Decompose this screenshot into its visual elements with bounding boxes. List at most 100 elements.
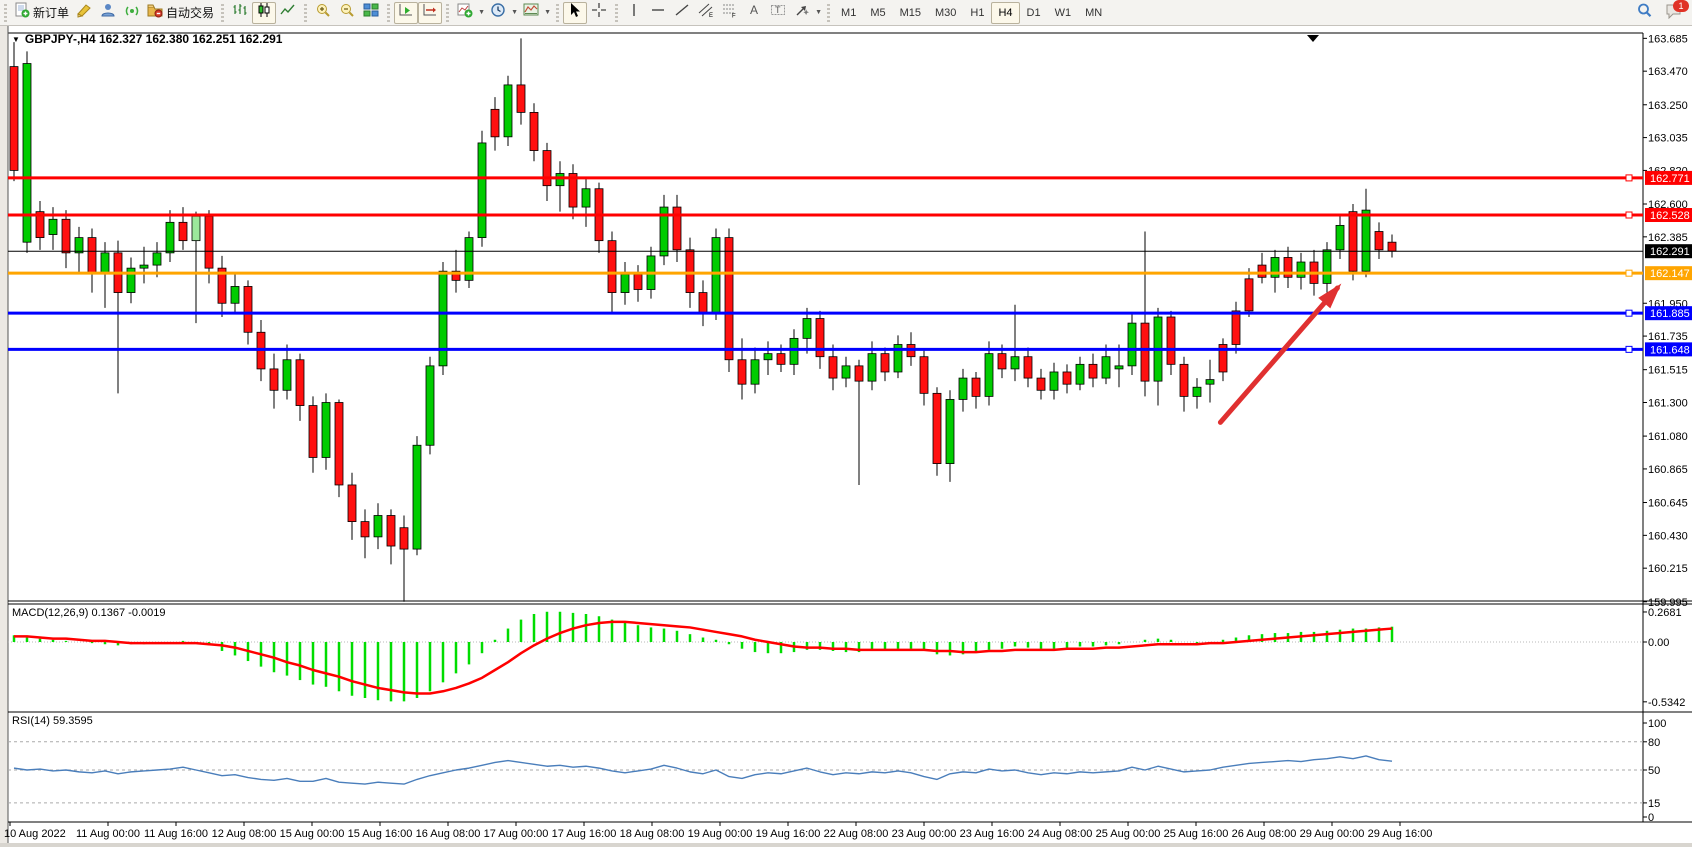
- cursor-button[interactable]: [563, 1, 588, 24]
- toolbar-grip[interactable]: [221, 3, 225, 22]
- bullish-candle-body: [425, 365, 435, 446]
- candle: [581, 176, 591, 227]
- timeframe-m1[interactable]: M1: [841, 6, 857, 19]
- toolbar-grip[interactable]: [304, 3, 308, 22]
- toolbar-grip[interactable]: [446, 3, 450, 22]
- indicators-button[interactable]: [453, 2, 477, 24]
- timeframe-d1[interactable]: D1: [1026, 6, 1041, 19]
- price-axis-tick-label: 160.430: [1648, 530, 1688, 542]
- chart-canvas[interactable]: 163.685163.470163.250163.035162.820162.6…: [0, 26, 1692, 847]
- bullish-candle-body: [1270, 257, 1280, 278]
- tile-windows-button[interactable]: [359, 2, 383, 24]
- price-line-handle[interactable]: [1625, 211, 1633, 219]
- timeframe-m30[interactable]: M30: [935, 6, 957, 19]
- auto-scroll-button[interactable]: [394, 1, 419, 24]
- bullish-candle-body: [373, 515, 383, 538]
- zoom-in-button[interactable]: [311, 2, 335, 24]
- price-line-handle[interactable]: [1625, 269, 1633, 277]
- toolbar-grip[interactable]: [4, 3, 7, 22]
- bearish-candle-body: [178, 221, 188, 242]
- styler-button[interactable]: [72, 2, 96, 24]
- bar-chart-button[interactable]: [228, 2, 252, 24]
- bullish-candle-body: [867, 353, 877, 382]
- zoom-in-icon: [315, 2, 331, 23]
- search-button[interactable]: [1632, 2, 1656, 24]
- timeframe-h1[interactable]: H1: [970, 6, 985, 19]
- candle: [763, 341, 773, 376]
- timeframe-mn[interactable]: MN: [1085, 6, 1103, 19]
- toolbar-grip[interactable]: [556, 3, 560, 22]
- notifications-button[interactable]: 1: [1662, 0, 1689, 24]
- publisher-button[interactable]: [96, 2, 120, 24]
- bearish-candle-body: [1179, 363, 1189, 397]
- candle: [35, 200, 45, 250]
- time-axis-label: 22 Aug 08:00: [824, 828, 889, 840]
- time-axis-label: 19 Aug 16:00: [756, 828, 821, 840]
- candle: [230, 274, 240, 314]
- bullish-candle-body: [48, 218, 58, 235]
- new-order-button[interactable]: 新订单: [11, 2, 72, 24]
- horizontal-line-button[interactable]: [646, 2, 670, 24]
- toolbar-grip[interactable]: [615, 3, 619, 22]
- vertical-line-button[interactable]: [622, 2, 646, 24]
- chart-shift-marker[interactable]: [1307, 35, 1319, 42]
- bearish-candle-body: [1283, 257, 1293, 278]
- price-line-handle[interactable]: [1625, 174, 1633, 182]
- time-axis-label: 18 Aug 08:00: [620, 828, 685, 840]
- time-axis-label: 25 Aug 16:00: [1164, 828, 1229, 840]
- price-line-label-text: 161.885: [1650, 308, 1690, 320]
- toolbar-grip[interactable]: [827, 3, 831, 22]
- text-label-button[interactable]: T: [766, 2, 790, 24]
- templates-dropdown-caret[interactable]: ▼: [544, 9, 551, 16]
- trendline-button[interactable]: [670, 2, 694, 24]
- line-chart-button[interactable]: [276, 2, 300, 24]
- bearish-candle-body: [1257, 264, 1267, 278]
- annotation-arrowhead[interactable]: [1318, 283, 1342, 309]
- candle: [555, 161, 565, 212]
- price-axis-tick-label: 160.645: [1648, 498, 1688, 510]
- crosshair-button[interactable]: [587, 2, 611, 24]
- timeframe-m15[interactable]: M15: [899, 6, 921, 19]
- macd-axis-label: 0.2681: [1648, 607, 1682, 619]
- bearish-candle-body: [1218, 344, 1228, 373]
- templates-icon: [523, 2, 539, 23]
- periods-dropdown-caret[interactable]: ▼: [511, 9, 518, 16]
- price-line-label: [1645, 342, 1692, 357]
- bullish-candle-body: [893, 344, 903, 373]
- candle: [568, 164, 578, 220]
- bearish-candle-body: [61, 218, 71, 254]
- text-button[interactable]: A: [742, 2, 766, 24]
- bullish-candle-body: [165, 221, 175, 254]
- price-line-handle[interactable]: [1625, 309, 1633, 317]
- candlestick-button[interactable]: [252, 1, 277, 24]
- arrows-icon: [794, 2, 810, 23]
- zoom-out-button[interactable]: [335, 2, 359, 24]
- fibonacci-button[interactable]: F: [718, 2, 742, 24]
- candle: [945, 390, 955, 482]
- bearish-candle-body: [334, 402, 344, 486]
- annotation-arrow[interactable]: [1217, 285, 1340, 425]
- timeframe-m5[interactable]: M5: [870, 6, 886, 19]
- toolbar-grip[interactable]: [387, 3, 391, 22]
- arrows-button[interactable]: [790, 2, 814, 24]
- chart-selector-icon[interactable]: ▼: [12, 34, 20, 44]
- candle: [1257, 252, 1267, 284]
- autotrading-button[interactable]: 自动交易: [144, 2, 217, 24]
- price-line-handle[interactable]: [1625, 345, 1633, 353]
- price-line-label: [1645, 208, 1692, 223]
- templates-button[interactable]: [519, 2, 543, 24]
- arrows-dropdown-caret[interactable]: ▼: [815, 9, 822, 16]
- equidistant-channel-icon: E: [698, 2, 714, 23]
- chart-shift-button[interactable]: [418, 1, 443, 24]
- indicators-dropdown-caret[interactable]: ▼: [478, 9, 485, 16]
- timeframe-w1[interactable]: W1: [1054, 6, 1072, 19]
- periods-button[interactable]: [486, 2, 510, 24]
- bearish-candle-body: [1374, 231, 1384, 251]
- equidistant-channel-button[interactable]: E: [694, 2, 718, 24]
- text-label-icon: T: [770, 2, 786, 23]
- time-axis-label: 12 Aug 08:00: [212, 828, 277, 840]
- timeframe-h4[interactable]: H4: [991, 1, 1020, 24]
- signals-button[interactable]: [120, 2, 144, 24]
- bullish-candle-body: [282, 359, 292, 391]
